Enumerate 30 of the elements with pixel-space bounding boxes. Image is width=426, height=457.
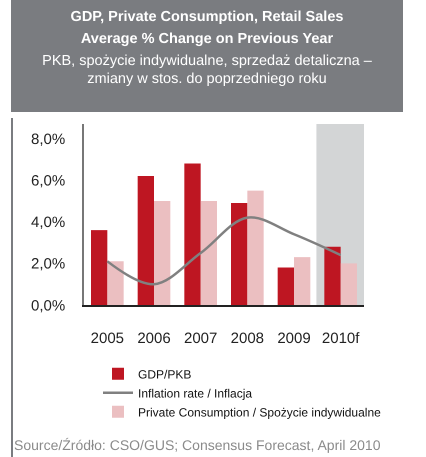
x-tick-label: 2005 — [90, 330, 124, 347]
bar — [247, 190, 264, 305]
legend-label: Inflation rate / Inflacja — [138, 386, 252, 400]
legend-label: Private Consumption / Spożycie indywidualne — [138, 405, 382, 420]
y-tick-label: 6,0% — [31, 172, 66, 190]
bar — [91, 230, 108, 305]
y-tick-label: 2,0% — [31, 256, 66, 273]
bar — [154, 200, 170, 305]
source-note: Source/Źródło: CSO/GUS; Consensus Forecast, April 2010 — [14, 437, 380, 453]
y-tick-label: 0,0% — [31, 297, 66, 314]
line-series — [106, 216, 342, 286]
y-tick-label: 4,0% — [31, 214, 66, 232]
legend-label: GDP/PKB — [138, 367, 192, 382]
bar — [340, 263, 357, 305]
bar — [294, 257, 310, 305]
bar — [324, 246, 341, 305]
bar — [231, 203, 248, 305]
bar — [200, 200, 217, 305]
bar — [138, 176, 154, 305]
x-tick-label: 2006 — [137, 330, 171, 347]
x-tick-label: 2007 — [184, 330, 218, 347]
chart-subtitle: PKB, spożycie indywidualne, sprzedaż detaliczna – zmiany w stos. do poprzedniego roku — [41, 52, 373, 88]
bar — [184, 164, 201, 305]
x-tick-label: 2010f — [322, 330, 360, 347]
bar — [107, 261, 124, 305]
chart-title: GDP, Private Consumption, Retail Sales Average % Change on Previous Year — [70, 8, 344, 49]
x-tick-label: 2009 — [277, 330, 311, 347]
y-tick-label: 8,0% — [31, 130, 66, 148]
bar — [278, 268, 294, 305]
x-tick-label: 2008 — [230, 330, 264, 347]
